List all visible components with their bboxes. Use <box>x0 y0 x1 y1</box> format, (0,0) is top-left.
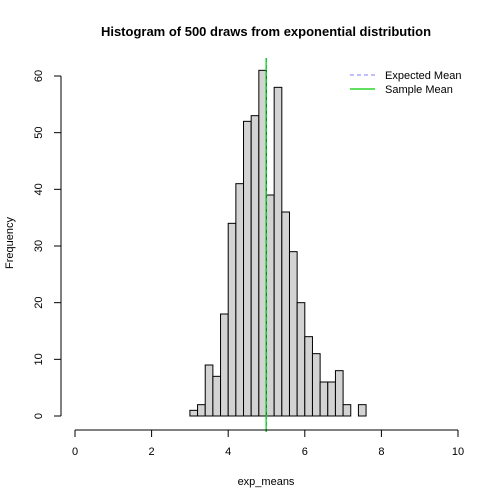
legend: Expected Mean Sample Mean <box>350 70 461 96</box>
histogram-bar-8 <box>250 115 260 417</box>
x-tick-label-1: 2 <box>149 446 155 458</box>
histogram-bar-1 <box>197 404 206 417</box>
x-tick-label-2: 4 <box>225 446 231 458</box>
histogram-bar-5 <box>227 222 237 417</box>
histogram-bar-15 <box>304 336 313 417</box>
histogram-bar-6 <box>235 183 245 417</box>
histogram-bar-10 <box>266 194 275 417</box>
legend-label-1: Sample Mean <box>385 84 453 96</box>
histogram-bar-3 <box>212 375 222 417</box>
histogram-bar-4 <box>220 313 229 417</box>
histogram-bar-17 <box>319 381 329 417</box>
y-tick-label-3: 30 <box>33 240 45 252</box>
y-tick-label-5: 50 <box>33 127 45 139</box>
y-tick-label-1: 10 <box>33 353 45 365</box>
histogram-bar-14 <box>296 302 306 417</box>
histogram-bar-13 <box>288 251 298 417</box>
histogram-bar-16 <box>311 353 321 417</box>
histogram-bar-12 <box>281 211 290 417</box>
histogram-bar-9 <box>258 69 267 417</box>
histogram-bar-11 <box>273 86 283 417</box>
x-axis-label: exp_means <box>238 476 295 488</box>
y-tick-label-2: 20 <box>33 297 45 309</box>
chart-title: Histogram of 500 draws from exponential … <box>101 24 431 39</box>
x-tick-label-5: 10 <box>452 446 464 458</box>
histogram-bar-0 <box>189 409 199 417</box>
y-axis-label: Frequency <box>4 217 16 269</box>
y-tick-label-4: 40 <box>33 183 45 195</box>
x-axis: 0 2 4 6 8 10 <box>72 429 464 458</box>
y-tick-label-6: 60 <box>33 70 45 82</box>
histogram-bar-22 <box>357 404 367 417</box>
bars-group <box>189 69 367 417</box>
histogram-bar-7 <box>243 120 252 417</box>
x-tick-label-3: 6 <box>302 446 308 458</box>
x-tick-label-4: 8 <box>378 446 384 458</box>
histogram-bar-19 <box>334 370 344 417</box>
y-axis: 0 10 20 30 40 50 60 <box>33 70 62 419</box>
y-tick-label-0: 0 <box>33 413 45 419</box>
histogram-bar-18 <box>327 381 336 417</box>
legend-label-0: Expected Mean <box>385 70 461 82</box>
histogram-bar-20 <box>342 404 352 417</box>
histogram-bar-2 <box>204 364 214 417</box>
x-tick-label-0: 0 <box>72 446 78 458</box>
